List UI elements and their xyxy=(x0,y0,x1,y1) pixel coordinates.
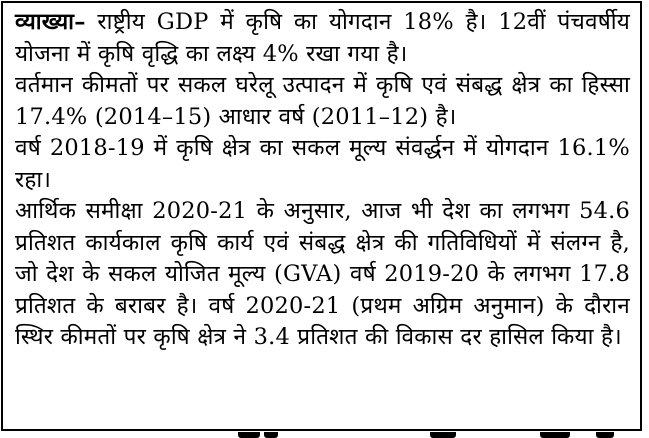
explanation-label: व्याख्या– xyxy=(15,9,86,35)
paragraph-gdp-share-text: राष्ट्रीय GDP में कृषि का योगदान 18% है।… xyxy=(15,9,630,67)
explanation-box: व्याख्या– राष्ट्रीय GDP में कृषि का योगद… xyxy=(1,1,642,431)
paragraph-economic-survey: आर्थिक समीक्षा 2020-21 के अनुसार, आज भी … xyxy=(15,198,630,350)
paragraph-current-prices: वर्तमान कीमतों पर सकल घरेलू उत्पादन में … xyxy=(15,72,630,130)
paragraph-gva-2018-19: वर्ष 2018-19 में कृषि क्षेत्र का सकल मूल… xyxy=(15,135,630,193)
paragraph-gdp-share: व्याख्या– राष्ट्रीय GDP में कृषि का योगद… xyxy=(15,7,630,70)
next-page-text-fragment xyxy=(0,432,649,438)
